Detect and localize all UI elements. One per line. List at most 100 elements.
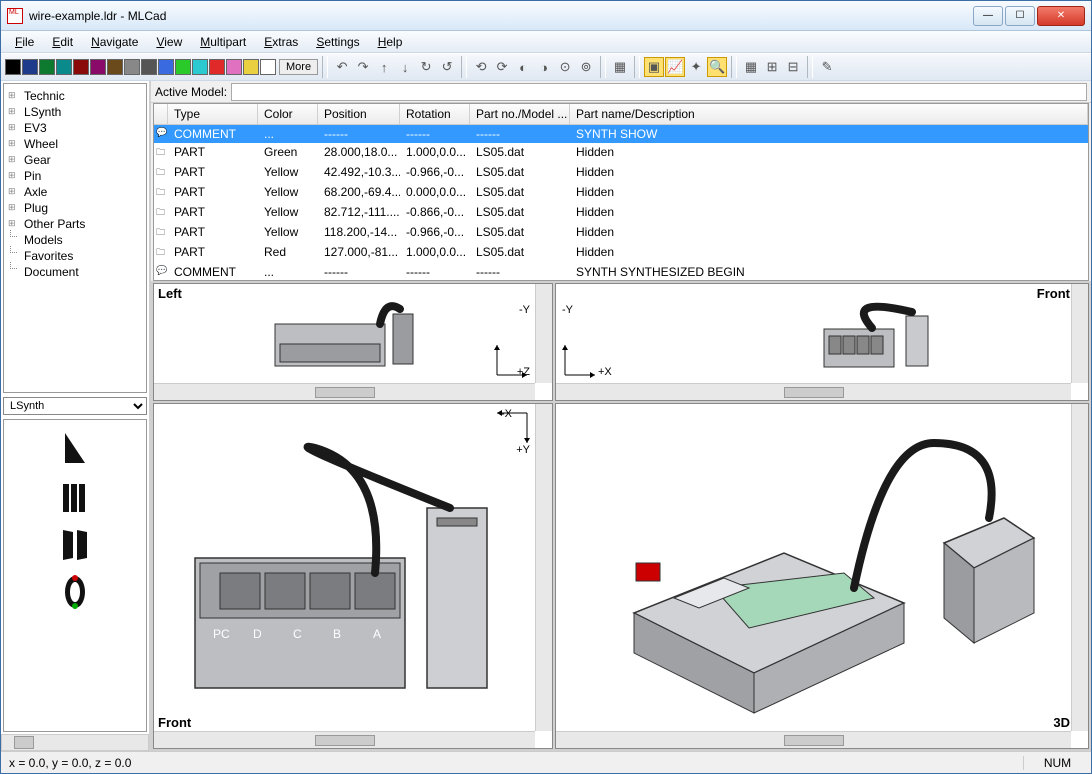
snap-b-icon[interactable]: ⟳ [492,57,512,77]
vscroll[interactable] [1071,404,1088,731]
table-row[interactable]: 💬COMMENT...------------------SYNTH SYNTH… [154,263,1088,280]
color-swatch-14[interactable] [243,59,259,75]
magnify-icon[interactable]: 🔍 [707,57,727,77]
color-swatch-6[interactable] [107,59,123,75]
col-part[interactable]: Part no./Model ... [470,104,570,124]
snap-d-icon[interactable]: ◑ [534,57,554,77]
viewport-left[interactable]: Left +Z -Y [153,283,553,401]
color-swatch-10[interactable] [175,59,191,75]
table-body[interactable]: 💬COMMENT...------------------SYNTH SHOW🗀… [154,125,1088,280]
view-b-icon[interactable]: 📈 [665,57,685,77]
tree-item-gear[interactable]: Gear [6,152,144,168]
more-colors-button[interactable]: More [279,59,318,75]
vscroll[interactable] [535,284,552,383]
color-swatch-11[interactable] [192,59,208,75]
arrow-down-icon[interactable]: ↓ [395,57,415,77]
tree-item-axle[interactable]: Axle [6,184,144,200]
menu-help[interactable]: Help [370,33,411,51]
tree-item-document[interactable]: Document [6,264,144,280]
color-swatch-5[interactable] [90,59,106,75]
color-swatch-1[interactable] [22,59,38,75]
arrow-left-icon[interactable]: ↶ [332,57,352,77]
viewport-front-top[interactable]: Front +X -Y [555,283,1089,401]
col-rot[interactable]: Rotation [400,104,470,124]
edit-icon[interactable]: ✎ [817,57,837,77]
col-desc[interactable]: Part name/Description [570,104,1088,124]
left-hscroll[interactable] [1,734,149,751]
hscroll[interactable] [556,731,1071,748]
menu-extras[interactable]: Extras [256,33,306,51]
menu-settings[interactable]: Settings [308,33,367,51]
color-swatch-4[interactable] [73,59,89,75]
arrow-up-icon[interactable]: ↑ [374,57,394,77]
rotate-b-icon[interactable]: ↺ [437,57,457,77]
close-button[interactable]: ✕ [1037,6,1085,26]
hscroll[interactable] [154,731,535,748]
grid-c-icon[interactable]: ⊟ [783,57,803,77]
menu-file[interactable]: File [7,33,42,51]
parts-preview[interactable] [3,419,147,732]
zoom-icon[interactable]: ✦ [686,57,706,77]
hscroll[interactable] [556,383,1071,400]
snap-a-icon[interactable]: ⟲ [471,57,491,77]
snap-f-icon[interactable]: ⊚ [576,57,596,77]
color-swatch-12[interactable] [209,59,225,75]
col-color[interactable]: Color [258,104,318,124]
table-row[interactable]: 🗀PARTYellow118.200,-14...-0.966,-0...LS0… [154,223,1088,243]
tree-item-technic[interactable]: Technic [6,88,144,104]
part-thumb-2[interactable] [55,476,95,516]
part-thumb-3[interactable] [55,524,95,564]
table-row[interactable]: 🗀PARTRed127.000,-81...1.000,0.0...LS05.d… [154,243,1088,263]
color-swatch-7[interactable] [124,59,140,75]
vscroll[interactable] [1071,284,1088,383]
vscroll[interactable] [535,404,552,731]
arrow-right-icon[interactable]: ↷ [353,57,373,77]
color-swatch-9[interactable] [158,59,174,75]
color-swatch-13[interactable] [226,59,242,75]
table-row[interactable]: 🗀PARTYellow42.492,-10.3...-0.966,-0...LS… [154,163,1088,183]
col-type[interactable]: Type [168,104,258,124]
category-dropdown[interactable]: LSynth [3,397,147,415]
color-swatch-8[interactable] [141,59,157,75]
active-model-field[interactable] [231,83,1087,101]
part-thumb-4[interactable] [55,572,95,612]
color-swatch-0[interactable] [5,59,21,75]
col-pos[interactable]: Position [318,104,400,124]
active-model-row: Active Model: [151,81,1091,103]
part-thumb-1[interactable] [55,428,95,468]
tree-item-other-parts[interactable]: Other Parts [6,216,144,232]
table-header[interactable]: Type Color Position Rotation Part no./Mo… [154,104,1088,125]
viewport-front-bottom[interactable]: Front PC D C B A [153,403,553,749]
table-row[interactable]: 🗀PARTGreen28.000,18.0...1.000,0.0...LS05… [154,143,1088,163]
tree-item-ev3[interactable]: EV3 [6,120,144,136]
viewport-3d[interactable]: 3D [555,403,1089,749]
menu-edit[interactable]: Edit [44,33,81,51]
color-swatch-2[interactable] [39,59,55,75]
tree-item-plug[interactable]: Plug [6,200,144,216]
category-tree[interactable]: TechnicLSynthEV3WheelGearPinAxlePlugOthe… [3,83,147,393]
menu-multipart[interactable]: Multipart [192,33,254,51]
snap-c-icon[interactable]: ◐ [513,57,533,77]
grid-b-icon[interactable]: ⊞ [762,57,782,77]
table-row[interactable]: 🗀PARTYellow82.712,-111....-0.866,-0...LS… [154,203,1088,223]
tree-item-favorites[interactable]: Favorites [6,248,144,264]
menu-navigate[interactable]: Navigate [83,33,146,51]
table-row[interactable]: 💬COMMENT...------------------SYNTH SHOW [154,125,1088,143]
color-swatch-3[interactable] [56,59,72,75]
menu-view[interactable]: View [148,33,190,51]
minimize-button[interactable]: — [973,6,1003,26]
hscroll[interactable] [154,383,535,400]
snap-e-icon[interactable]: ⊙ [555,57,575,77]
tree-item-pin[interactable]: Pin [6,168,144,184]
tool-g-icon[interactable]: ▦ [610,57,630,77]
rotate-a-icon[interactable]: ↻ [416,57,436,77]
maximize-button[interactable]: ☐ [1005,6,1035,26]
tree-item-models[interactable]: Models [6,232,144,248]
tree-item-wheel[interactable]: Wheel [6,136,144,152]
status-num: NUM [1023,756,1083,770]
table-row[interactable]: 🗀PARTYellow68.200,-69.4...0.000,0.0...LS… [154,183,1088,203]
grid-a-icon[interactable]: ▦ [741,57,761,77]
color-swatch-15[interactable] [260,59,276,75]
tree-item-lsynth[interactable]: LSynth [6,104,144,120]
view-a-icon[interactable]: ▣ [644,57,664,77]
